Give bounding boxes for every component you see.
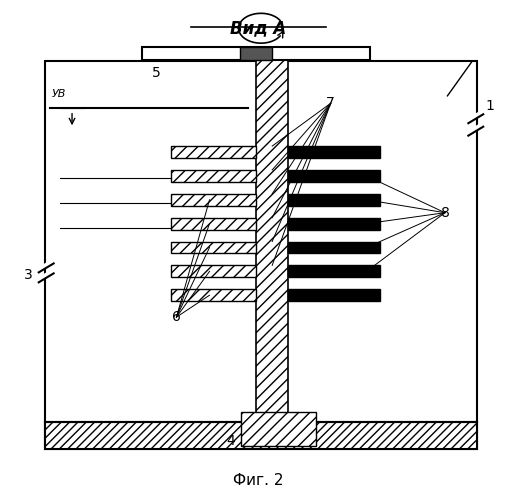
Bar bbox=[288, 170, 381, 182]
Text: 3: 3 bbox=[24, 268, 33, 282]
Bar bbox=[172, 194, 256, 205]
Text: 1: 1 bbox=[485, 99, 494, 113]
Text: 5: 5 bbox=[152, 66, 161, 80]
Bar bbox=[172, 290, 256, 301]
Text: 8: 8 bbox=[440, 206, 449, 220]
Bar bbox=[172, 218, 256, 230]
Bar bbox=[288, 242, 381, 254]
Text: УВ: УВ bbox=[52, 90, 67, 100]
Bar bbox=[288, 218, 381, 230]
Bar bbox=[240, 47, 272, 60]
Text: 7: 7 bbox=[326, 96, 335, 110]
Bar bbox=[172, 242, 256, 254]
Text: 4: 4 bbox=[227, 434, 236, 448]
Bar bbox=[142, 47, 370, 60]
Bar bbox=[288, 290, 381, 301]
Bar bbox=[256, 58, 288, 422]
Bar bbox=[288, 146, 381, 158]
Bar bbox=[241, 412, 316, 446]
Text: Фиг. 2: Фиг. 2 bbox=[233, 472, 284, 488]
Bar bbox=[172, 266, 256, 278]
Bar bbox=[172, 146, 256, 158]
Bar bbox=[288, 194, 381, 205]
Text: Вид A: Вид A bbox=[231, 19, 286, 37]
Bar bbox=[44, 61, 477, 449]
Text: 6: 6 bbox=[172, 310, 181, 324]
Bar bbox=[172, 170, 256, 182]
Bar bbox=[44, 422, 477, 449]
Bar bbox=[288, 266, 381, 278]
